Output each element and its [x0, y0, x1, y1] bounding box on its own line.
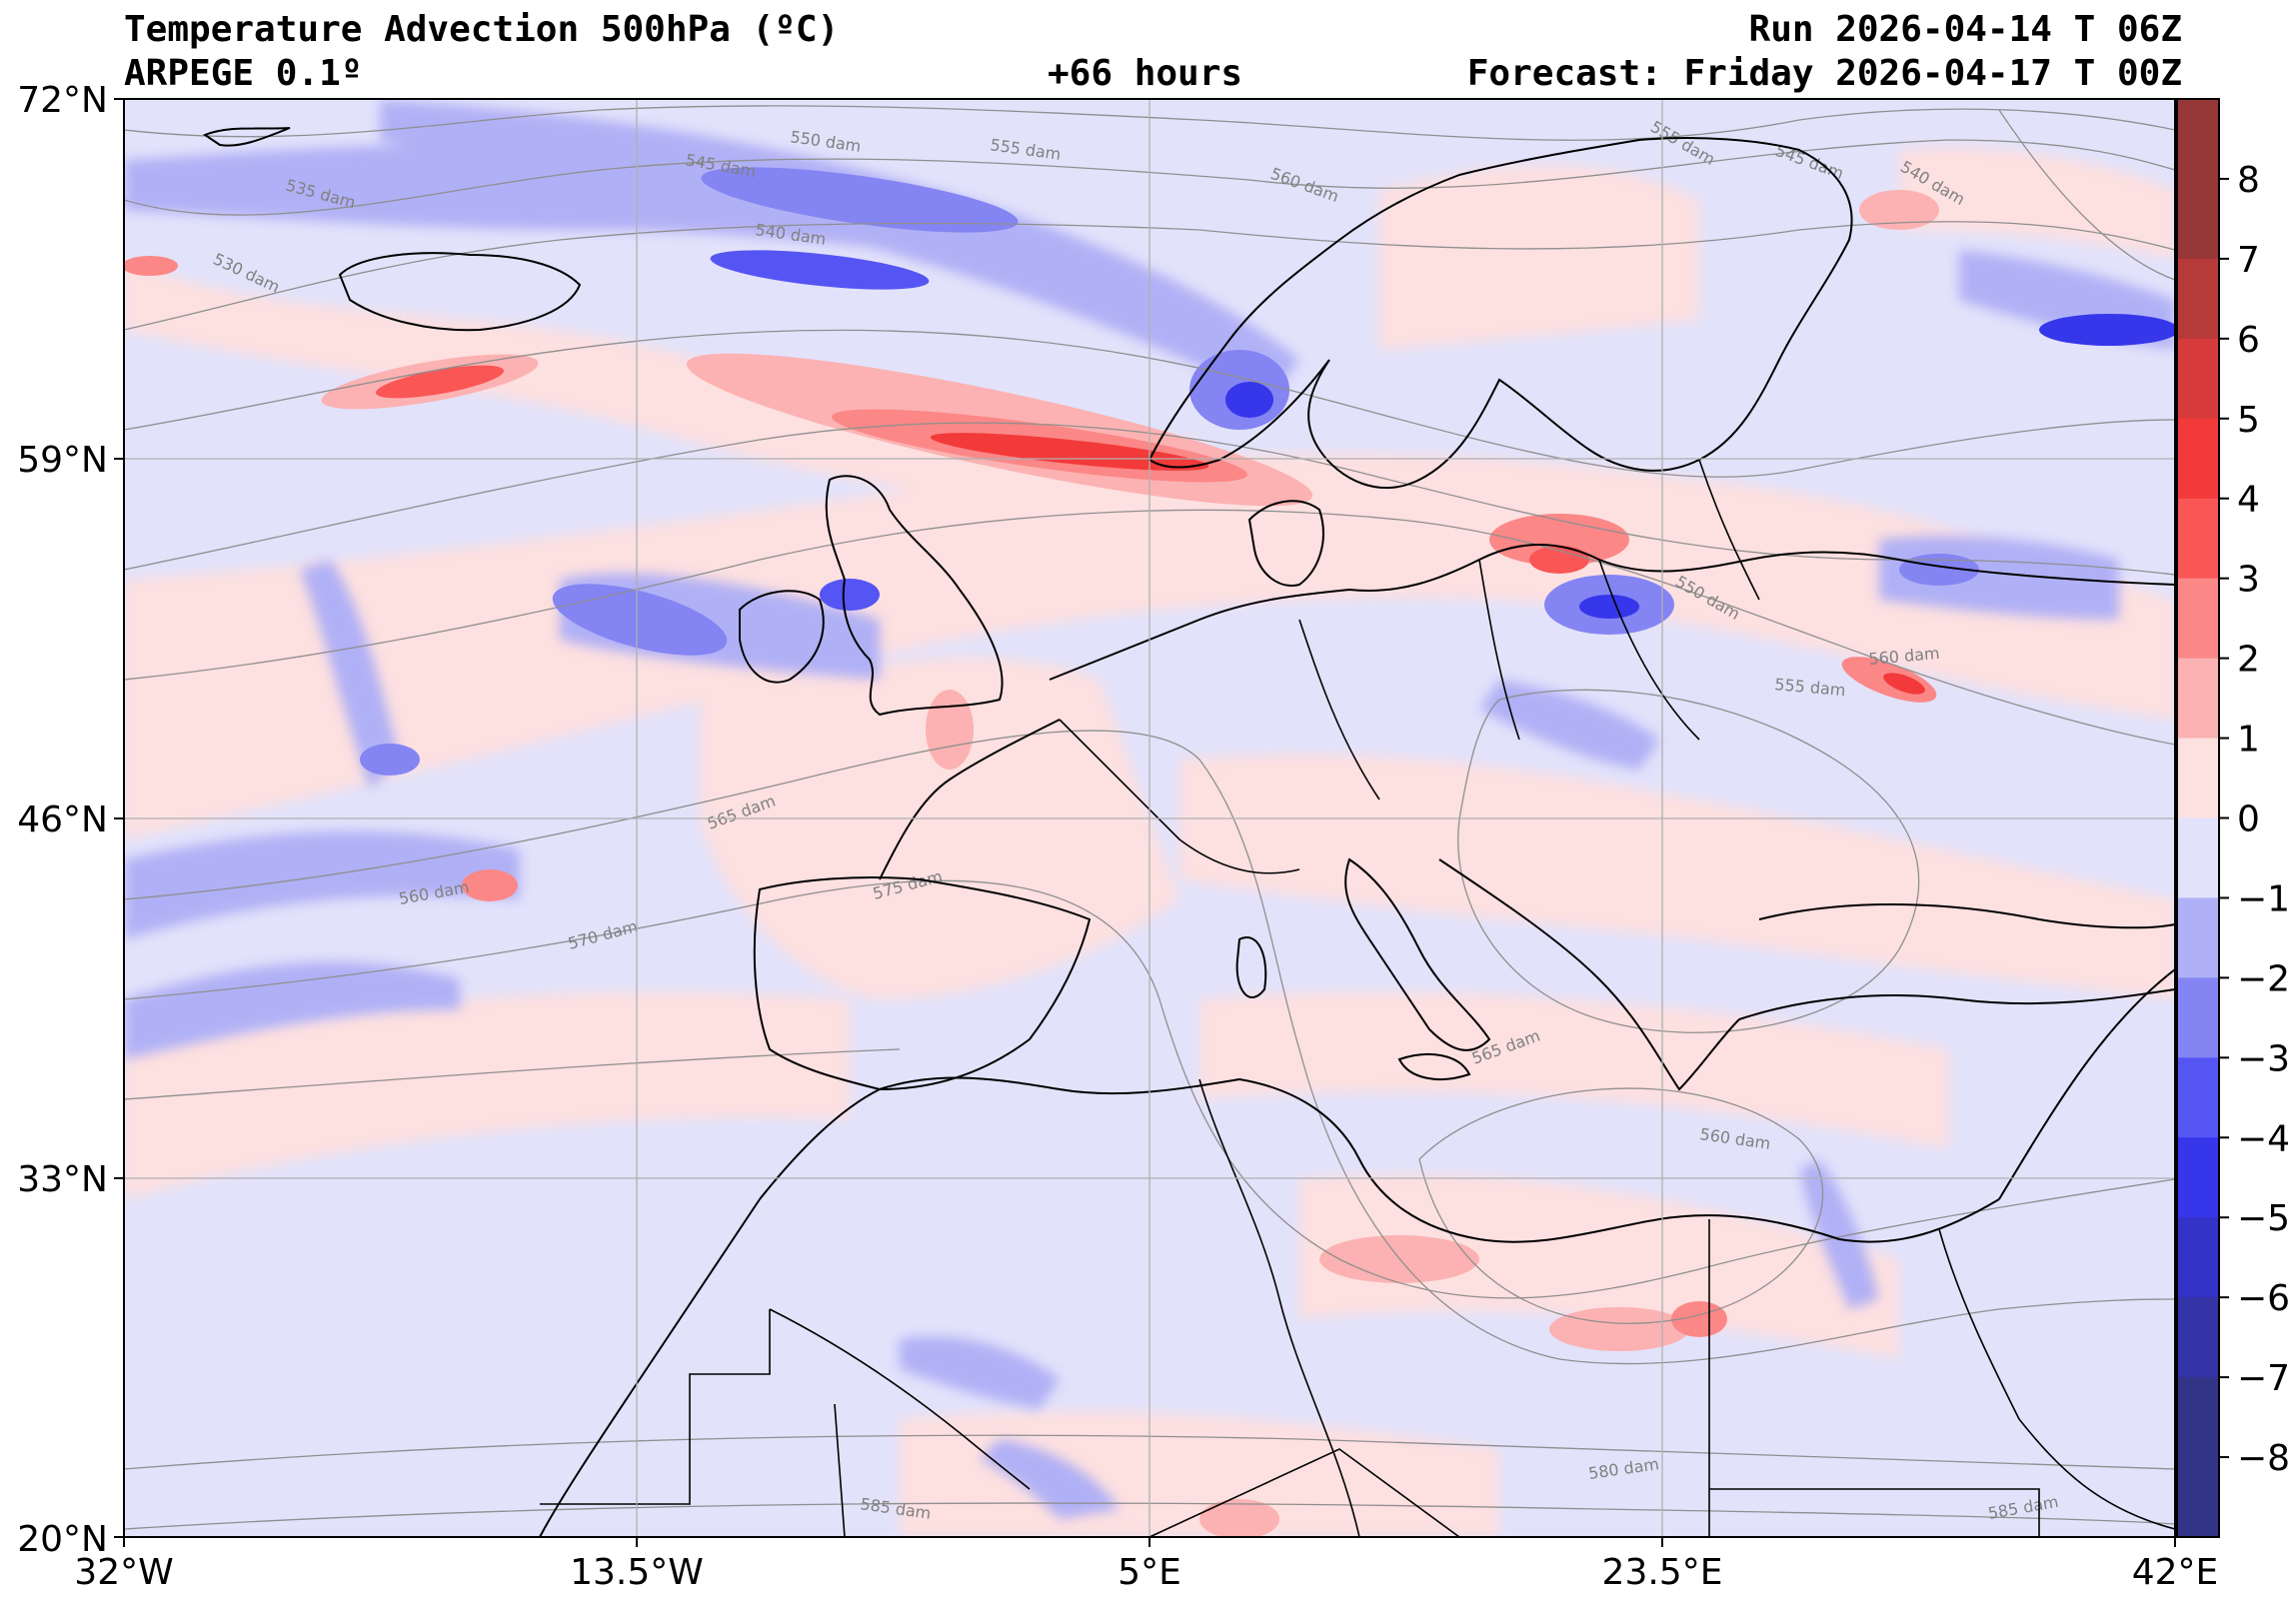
colorbar-segment — [2177, 658, 2219, 740]
colorbar-tick-label: 1 — [2237, 720, 2260, 761]
lead-time: +66 hours — [1048, 53, 1243, 94]
model-label: ARPEGE 0.1º — [124, 53, 363, 94]
lat-label: 46°N — [17, 800, 108, 840]
colorbar-tick-label: −2 — [2237, 958, 2290, 999]
colorbar-segment — [2177, 1217, 2219, 1298]
colorbar-tick-label: −3 — [2237, 1038, 2290, 1079]
colorbar-tick-label: 5 — [2237, 400, 2260, 441]
colorbar-tick-label: −6 — [2237, 1278, 2290, 1319]
colorbar-tick-label: 8 — [2237, 160, 2260, 201]
geopotential-contours — [124, 105, 2175, 1530]
colorbar-segment — [2177, 977, 2219, 1058]
colorbar: 8 7 6 5 4 3 2 1 0 −1 −2 −3 −4 −5 −6 −7 −8 — [2176, 98, 2290, 1538]
colorbar-tick-label: 0 — [2237, 800, 2260, 840]
longitude-labels: 32°W 13.5°W 5°E 23.5°E 42°E — [74, 1552, 2218, 1593]
axis-ticks — [114, 98, 2176, 1547]
cold-advection-areas — [124, 100, 2175, 1519]
colorbar-tick-label: 3 — [2237, 560, 2260, 601]
colorbar-tick-label: −1 — [2237, 878, 2290, 919]
colorbar-labels: 8 7 6 5 4 3 2 1 0 −1 −2 −3 −4 −5 −6 −7 −8 — [2237, 160, 2290, 1479]
colorbar-tick-label: 2 — [2237, 640, 2260, 681]
colorbar-tick-label: 7 — [2237, 240, 2260, 281]
lat-label: 59°N — [17, 440, 108, 481]
colorbar-tick-label: 6 — [2237, 320, 2260, 361]
warm-advection-maxima — [124, 190, 1939, 1537]
colorbar-segment — [2177, 178, 2219, 260]
lat-label: 33°N — [17, 1159, 108, 1200]
run-time: Run 2026-04-14 T 06Z — [1748, 9, 2182, 50]
graticule — [124, 99, 2175, 1537]
lat-label: 20°N — [17, 1519, 108, 1560]
colorbar-tick-label: 4 — [2237, 480, 2260, 521]
lon-label: 13.5°W — [570, 1552, 704, 1593]
colorbar-tick-label: −7 — [2237, 1358, 2290, 1399]
colorbar-segment — [2177, 418, 2219, 500]
lon-label: 32°W — [74, 1552, 173, 1593]
colorbar-segment — [2177, 1377, 2219, 1458]
forecast-time: Forecast: Friday 2026-04-17 T 00Z — [1466, 53, 2182, 94]
colorbar-segment — [2177, 1457, 2219, 1538]
colorbar-segment — [2177, 1137, 2219, 1218]
colorbar-ticks — [2219, 177, 2229, 1459]
colorbar-segment — [2177, 258, 2219, 340]
colorbar-segments — [2177, 99, 2219, 1538]
colorbar-segment — [2177, 498, 2219, 580]
colorbar-segment — [2177, 738, 2219, 818]
map-title: Temperature Advection 500hPa (ºC) — [124, 9, 840, 50]
colorbar-segment — [2177, 1297, 2219, 1378]
colorbar-segment — [2177, 578, 2219, 660]
colorbar-segment — [2177, 817, 2219, 898]
cold-advection-maxima — [360, 167, 2175, 776]
colorbar-segment — [2177, 897, 2219, 978]
colorbar-segment — [2177, 338, 2219, 420]
colorbar-tick-label: −8 — [2237, 1438, 2290, 1479]
lon-label: 42°E — [2132, 1552, 2219, 1593]
colorbar-segment — [2177, 1057, 2219, 1138]
latitude-labels: 72°N 59°N 46°N 33°N 20°N — [17, 80, 108, 1560]
colorbar-tick-label: −4 — [2237, 1118, 2290, 1159]
colorbar-segment — [2177, 99, 2219, 180]
lon-label: 5°E — [1118, 1552, 1181, 1593]
coastlines-and-borders — [202, 127, 2175, 1537]
colorbar-tick-label: −5 — [2237, 1198, 2290, 1239]
lat-label: 72°N — [17, 80, 108, 121]
lon-label: 23.5°E — [1602, 1552, 1723, 1593]
